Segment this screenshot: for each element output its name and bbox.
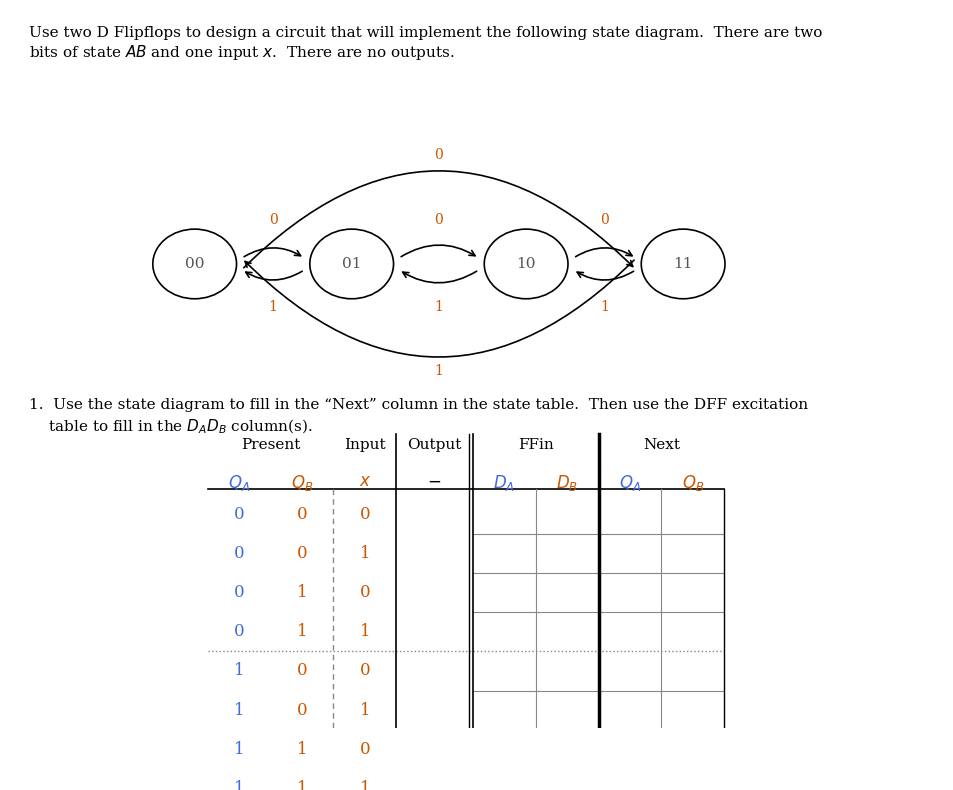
Text: Input: Input: [344, 438, 385, 452]
Text: FFin: FFin: [517, 438, 553, 452]
Text: 0: 0: [359, 663, 370, 679]
Text: 0: 0: [233, 623, 244, 640]
Text: 1: 1: [233, 741, 244, 758]
Text: 1: 1: [296, 780, 307, 790]
Text: 0: 0: [296, 702, 307, 719]
Text: $D_B$: $D_B$: [556, 473, 578, 493]
Text: 1: 1: [233, 780, 244, 790]
Text: $Q_B$: $Q_B$: [680, 473, 703, 493]
Text: 0: 0: [434, 213, 443, 228]
Text: 0: 0: [599, 213, 608, 228]
Text: 1: 1: [359, 545, 370, 562]
Text: 1: 1: [296, 741, 307, 758]
Text: $-$: $-$: [427, 473, 441, 490]
Text: 1: 1: [359, 702, 370, 719]
Text: 0: 0: [233, 506, 244, 523]
Text: Output: Output: [407, 438, 461, 452]
Text: 0: 0: [359, 584, 370, 601]
Text: $Q_B$: $Q_B$: [291, 473, 313, 493]
Text: 00: 00: [185, 257, 204, 271]
Text: 0: 0: [233, 584, 244, 601]
Text: 1: 1: [233, 663, 244, 679]
Text: 0: 0: [296, 663, 307, 679]
Text: 0: 0: [269, 213, 277, 228]
Text: bits of state $AB$ and one input $x$.  There are no outputs.: bits of state $AB$ and one input $x$. Th…: [29, 43, 454, 62]
Text: 0: 0: [296, 506, 307, 523]
Text: $D_A$: $D_A$: [493, 473, 515, 493]
Text: 1: 1: [434, 364, 443, 378]
Text: 10: 10: [516, 257, 536, 271]
Text: 0: 0: [359, 741, 370, 758]
Text: 0: 0: [359, 506, 370, 523]
Text: 1: 1: [359, 623, 370, 640]
Text: Next: Next: [642, 438, 679, 452]
Text: 0: 0: [233, 545, 244, 562]
Text: $x$: $x$: [358, 473, 371, 490]
Text: 1: 1: [434, 300, 443, 314]
Text: $Q_A$: $Q_A$: [228, 473, 250, 493]
Text: 0: 0: [296, 545, 307, 562]
Text: 1: 1: [296, 584, 307, 601]
Text: 1: 1: [296, 623, 307, 640]
Text: 1: 1: [269, 300, 277, 314]
Text: Use two D Flipflops to design a circuit that will implement the following state : Use two D Flipflops to design a circuit …: [29, 26, 821, 40]
Text: 01: 01: [341, 257, 361, 271]
Text: $Q_A$: $Q_A$: [618, 473, 640, 493]
Text: 1: 1: [359, 780, 370, 790]
Text: 1.  Use the state diagram to fill in the “Next” column in the state table.  Then: 1. Use the state diagram to fill in the …: [29, 398, 807, 412]
Text: 0: 0: [434, 148, 443, 162]
Text: Present: Present: [240, 438, 300, 452]
Text: 11: 11: [673, 257, 692, 271]
Text: 1: 1: [599, 300, 608, 314]
Text: 1: 1: [233, 702, 244, 719]
Text: table to fill in the $D_AD_B$ column(s).: table to fill in the $D_AD_B$ column(s).: [29, 418, 312, 436]
